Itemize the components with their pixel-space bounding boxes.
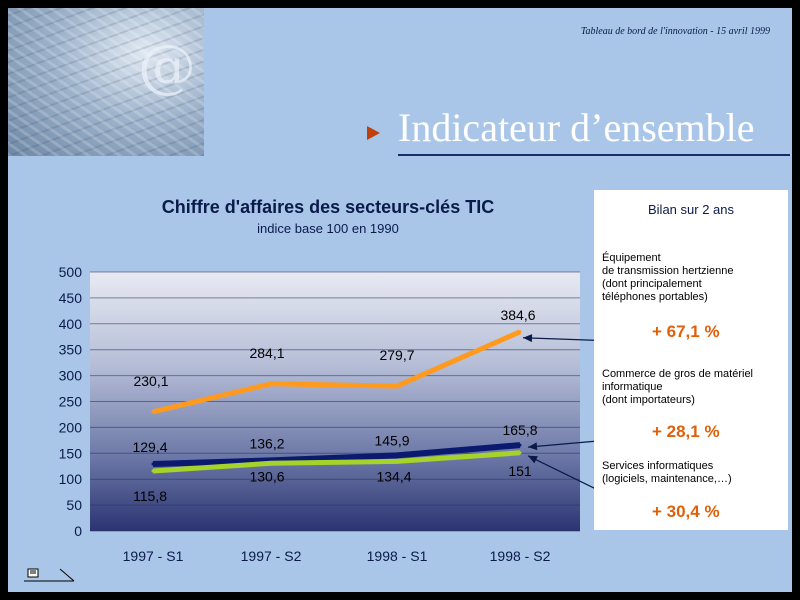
header-note: Tableau de bord de l'innovation - 15 avr… [580, 26, 770, 37]
data-point [151, 410, 155, 414]
data-point [518, 330, 522, 334]
series-lines [151, 329, 522, 474]
sector-line: (logiciels, maintenance,…) [602, 473, 732, 485]
data-label: 130,6 [249, 468, 284, 484]
y-tick-label: 50 [66, 497, 82, 513]
data-label: 384,6 [500, 307, 535, 323]
x-tick-label: 1997 - S2 [241, 548, 302, 564]
data-point [269, 382, 273, 386]
data-point [269, 461, 273, 465]
callout-arrowhead [523, 334, 533, 343]
change-services: + 30,4 % [652, 502, 720, 521]
page-title: Indicateur d’ensemble [398, 105, 755, 150]
series-line [152, 329, 522, 415]
data-label: 145,9 [374, 432, 409, 448]
title-underline [398, 154, 790, 156]
data-label: 134,4 [376, 468, 411, 484]
sector-line: Commerce de gros de matériel [602, 368, 754, 380]
data-label: 129,4 [132, 439, 167, 455]
data-point [395, 453, 399, 457]
page-tool-icon[interactable] [22, 566, 76, 582]
y-tick-label: 400 [59, 316, 83, 332]
sector-line: (dont importateurs) [602, 394, 695, 406]
data-label: 230,1 [133, 373, 168, 389]
series-line [152, 450, 521, 474]
data-point [395, 459, 399, 463]
x-axis: 1997 - S1 1997 - S2 1998 - S1 1998 - S2 [123, 548, 551, 564]
at-sign-decorative-icon: @ [138, 32, 196, 100]
bilan-title: Bilan sur 2 ans [648, 202, 734, 217]
data-point [518, 443, 522, 447]
y-axis: 0 50 100 150 200 250 300 350 400 450 500 [59, 264, 83, 539]
y-tick-label: 450 [59, 290, 83, 306]
sector-line: informatique [602, 381, 663, 393]
y-tick-label: 500 [59, 264, 83, 280]
x-tick-label: 1998 - S1 [367, 548, 428, 564]
series-line [152, 442, 521, 467]
y-tick-label: 0 [74, 523, 82, 539]
change-telecom: + 67,1 % [652, 322, 720, 341]
data-label: 136,2 [249, 435, 284, 451]
sector-line: Équipement [602, 252, 661, 264]
data-labels: 230,1 284,1 279,7 384,6 129,4 136,2 145,9 165,8… [132, 307, 537, 504]
corner-texture [8, 8, 204, 156]
callout-arrowhead [528, 455, 538, 464]
sector-description-telecom: Équipement de transmission hertzienne (d… [602, 252, 786, 304]
data-point [395, 384, 399, 388]
change-wholesale: + 28,1 % [652, 422, 720, 441]
data-point [151, 462, 155, 466]
y-tick-label: 150 [59, 445, 83, 461]
y-tick-label: 350 [59, 342, 83, 358]
data-label: 279,7 [379, 347, 414, 363]
x-tick-label: 1998 - S2 [490, 548, 551, 564]
chart-title: Chiffre d'affaires des secteurs-clés TIC [162, 197, 494, 217]
corner-image: @ [8, 8, 204, 156]
data-point [518, 451, 522, 455]
data-label: 151 [508, 463, 532, 479]
y-tick-label: 100 [59, 471, 83, 487]
bilan-panel: Bilan sur 2 ans Équipement de transmissi… [594, 190, 788, 530]
sector-line: Services informatiques [602, 460, 714, 472]
sector-description-services: Services informatiques (logiciels, maint… [602, 460, 786, 486]
y-tick-label: 300 [59, 368, 83, 384]
triangle-right-icon [367, 126, 380, 140]
data-label: 284,1 [249, 345, 284, 361]
sector-description-wholesale: Commerce de gros de matériel informatiqu… [602, 368, 786, 407]
data-label: 165,8 [502, 422, 537, 438]
data-label: 115,8 [133, 488, 167, 504]
grid-lines [90, 271, 580, 532]
chart-subtitle: indice base 100 en 1990 [257, 221, 399, 236]
sector-line: téléphones portables) [602, 291, 708, 303]
callout-arrowhead [528, 442, 538, 451]
data-point [151, 469, 155, 473]
y-tick-label: 250 [59, 394, 83, 410]
sector-line: de transmission hertzienne [602, 265, 734, 277]
sector-line: (dont principalement [602, 278, 702, 290]
y-tick-label: 200 [59, 419, 83, 435]
x-tick-label: 1997 - S1 [123, 548, 184, 564]
